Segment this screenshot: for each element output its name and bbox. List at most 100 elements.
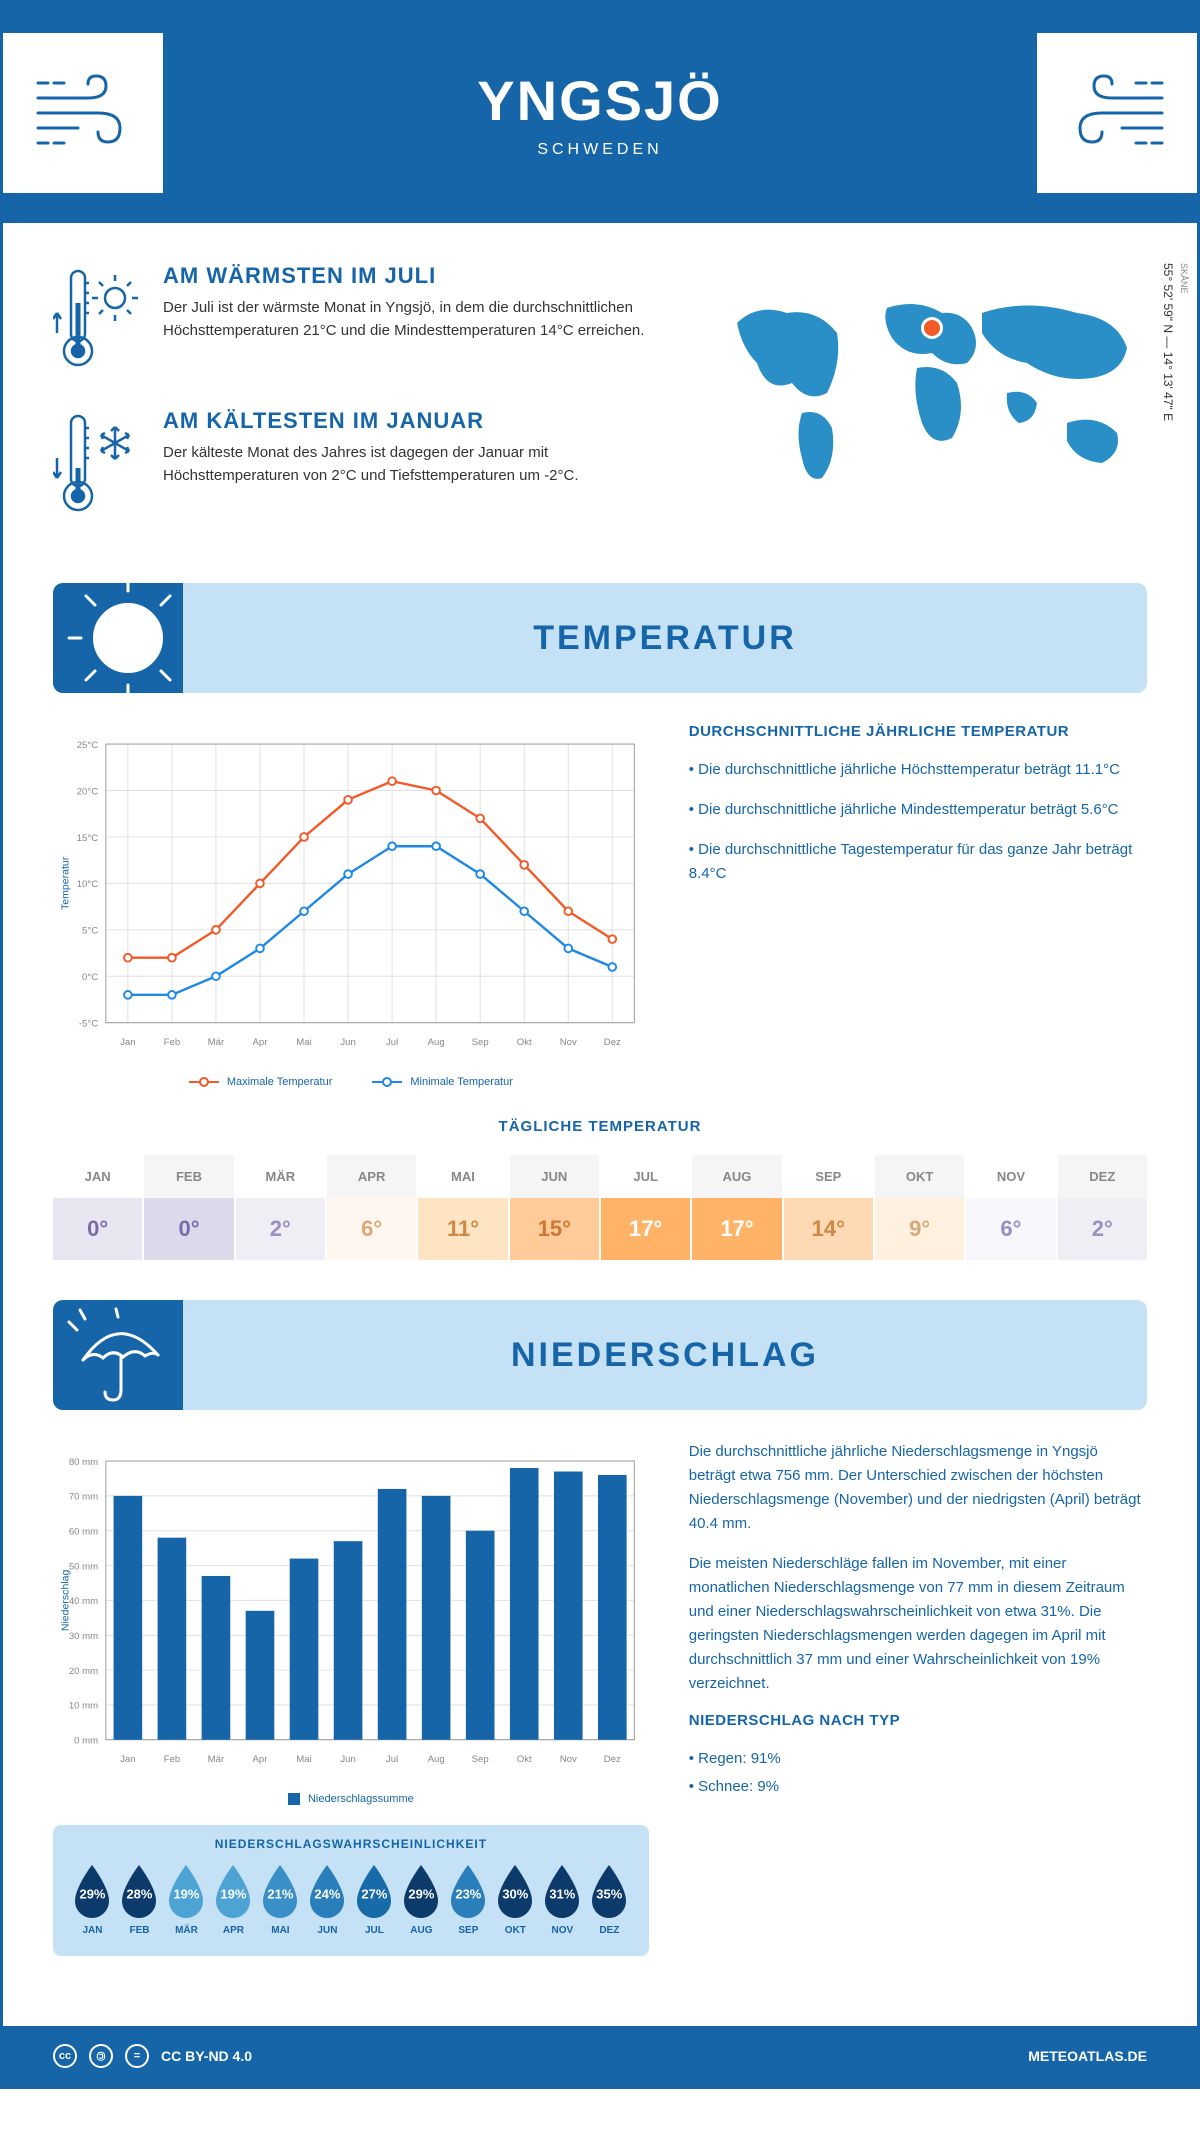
drop-item: 19% MÄR bbox=[163, 1863, 210, 1936]
svg-text:Feb: Feb bbox=[164, 1037, 181, 1048]
drop-item: 29% JAN bbox=[69, 1863, 116, 1936]
drop-item: 28% FEB bbox=[116, 1863, 163, 1936]
svg-text:15°C: 15°C bbox=[77, 833, 99, 844]
drop-item: 23% SEP bbox=[445, 1863, 492, 1936]
drop-item: 30% OKT bbox=[492, 1863, 539, 1936]
svg-text:Mai: Mai bbox=[296, 1754, 311, 1765]
svg-text:0°C: 0°C bbox=[82, 972, 98, 983]
svg-text:5°C: 5°C bbox=[82, 926, 98, 937]
svg-text:Temperatur: Temperatur bbox=[59, 856, 71, 910]
temperature-heading: TEMPERATUR bbox=[183, 619, 1147, 658]
svg-text:Sep: Sep bbox=[472, 1754, 489, 1765]
svg-text:Mai: Mai bbox=[296, 1037, 311, 1048]
coldest-fact: AM KÄLTESTEN IM JANUAR Der kälteste Mona… bbox=[53, 408, 667, 523]
header: YNGSJÖ SCHWEDEN bbox=[3, 3, 1197, 223]
summary-row: AM WÄRMSTEN IM JULI Der Juli ist der wär… bbox=[53, 263, 1147, 553]
precipitation-heading: NIEDERSCHLAG bbox=[183, 1336, 1147, 1375]
svg-text:Jan: Jan bbox=[120, 1037, 135, 1048]
precipitation-stats: Die durchschnittliche jährliche Niedersc… bbox=[689, 1440, 1147, 1956]
svg-text:Dez: Dez bbox=[604, 1037, 621, 1048]
warmest-fact: AM WÄRMSTEN IM JULI Der Juli ist der wär… bbox=[53, 263, 667, 378]
daily-cell: APR 6° bbox=[327, 1155, 416, 1260]
avg-daily: • Die durchschnittliche Tagestemperatur … bbox=[689, 838, 1147, 886]
location-title: YNGSJÖ bbox=[163, 68, 1037, 133]
daily-cell: MÄR 2° bbox=[236, 1155, 325, 1260]
daily-cell: SEP 14° bbox=[784, 1155, 873, 1260]
legend-min: Minimale Temperatur bbox=[410, 1076, 513, 1088]
svg-text:10°C: 10°C bbox=[77, 879, 99, 890]
svg-text:30 mm: 30 mm bbox=[69, 1631, 98, 1642]
daily-cell: OKT 9° bbox=[875, 1155, 964, 1260]
sun-icon bbox=[53, 583, 183, 693]
svg-text:Mär: Mär bbox=[208, 1754, 225, 1765]
svg-text:Feb: Feb bbox=[164, 1754, 181, 1765]
country-subtitle: SCHWEDEN bbox=[163, 141, 1037, 159]
footer: cc 🄯 = CC BY-ND 4.0 METEOATLAS.DE bbox=[3, 2026, 1197, 2086]
temperature-banner: TEMPERATUR bbox=[53, 583, 1147, 693]
daily-cell: MAI 11° bbox=[418, 1155, 507, 1260]
svg-text:Apr: Apr bbox=[253, 1754, 269, 1765]
daily-cell: JAN 0° bbox=[53, 1155, 142, 1260]
svg-text:Jun: Jun bbox=[340, 1754, 355, 1765]
daily-cell: DEZ 2° bbox=[1058, 1155, 1147, 1260]
legend-max: Maximale Temperatur bbox=[227, 1076, 333, 1088]
svg-text:Jul: Jul bbox=[386, 1037, 398, 1048]
svg-text:Apr: Apr bbox=[253, 1037, 269, 1048]
thermometer-sun-icon bbox=[53, 263, 143, 378]
precip-prob-title: NIEDERSCHLAGSWAHRSCHEINLICHKEIT bbox=[69, 1837, 633, 1851]
world-map: SKÅNE 55° 52' 59" N — 14° 13' 47" E bbox=[707, 263, 1147, 553]
svg-text:Mär: Mär bbox=[208, 1037, 225, 1048]
drop-item: 27% JUL bbox=[351, 1863, 398, 1936]
svg-text:10 mm: 10 mm bbox=[69, 1701, 98, 1712]
daily-cell: JUL 17° bbox=[601, 1155, 690, 1260]
cc-icon: cc bbox=[53, 2044, 77, 2068]
precipitation-banner: NIEDERSCHLAG bbox=[53, 1300, 1147, 1410]
drop-item: 21% MAI bbox=[257, 1863, 304, 1936]
drop-item: 35% DEZ bbox=[586, 1863, 633, 1936]
coldest-text: Der kälteste Monat des Jahres ist dagege… bbox=[163, 442, 667, 487]
svg-text:Jul: Jul bbox=[386, 1754, 398, 1765]
svg-text:Okt: Okt bbox=[517, 1037, 532, 1048]
license-text: CC BY-ND 4.0 bbox=[161, 2048, 252, 2064]
by-icon: 🄯 bbox=[89, 2044, 113, 2068]
svg-text:-5°C: -5°C bbox=[79, 1019, 98, 1030]
svg-text:20 mm: 20 mm bbox=[69, 1666, 98, 1677]
svg-text:Sep: Sep bbox=[472, 1037, 489, 1048]
legend-precip: Niederschlagssumme bbox=[308, 1793, 414, 1805]
wind-icon-left bbox=[3, 33, 163, 193]
daily-cell: FEB 0° bbox=[144, 1155, 233, 1260]
precip-p1: Die durchschnittliche jährliche Niedersc… bbox=[689, 1440, 1147, 1536]
svg-text:0 mm: 0 mm bbox=[74, 1736, 98, 1747]
svg-text:25°C: 25°C bbox=[77, 740, 99, 751]
precipitation-chart: 0 mm10 mm20 mm30 mm40 mm50 mm60 mm70 mm8… bbox=[53, 1440, 649, 1956]
nd-icon: = bbox=[125, 2044, 149, 2068]
avg-high: • Die durchschnittliche jährliche Höchst… bbox=[689, 758, 1147, 782]
daily-cell: JUN 15° bbox=[510, 1155, 599, 1260]
drop-item: 31% NOV bbox=[539, 1863, 586, 1936]
precip-rain: • Regen: 91% bbox=[689, 1747, 1147, 1771]
daily-cell: AUG 17° bbox=[692, 1155, 781, 1260]
daily-temp-grid: JAN 0° FEB 0° MÄR 2° APR 6° MAI 11° JUN … bbox=[53, 1155, 1147, 1260]
precip-p2: Die meisten Niederschläge fallen im Nove… bbox=[689, 1552, 1147, 1696]
temperature-chart: -5°C0°C5°C10°C15°C20°C25°CJanFebMärAprMa… bbox=[53, 723, 649, 1088]
wind-icon-right bbox=[1037, 33, 1197, 193]
svg-text:70 mm: 70 mm bbox=[69, 1492, 98, 1503]
avg-low: • Die durchschnittliche jährliche Mindes… bbox=[689, 798, 1147, 822]
svg-text:Okt: Okt bbox=[517, 1754, 532, 1765]
avg-temp-title: DURCHSCHNITTLICHE JÄHRLICHE TEMPERATUR bbox=[689, 723, 1147, 740]
warmest-text: Der Juli ist der wärmste Monat in Yngsjö… bbox=[163, 297, 667, 342]
infographic-container: YNGSJÖ SCHWEDEN bbox=[0, 0, 1200, 2089]
daily-cell: NOV 6° bbox=[966, 1155, 1055, 1260]
drop-item: 29% AUG bbox=[398, 1863, 445, 1936]
precip-type-title: NIEDERSCHLAG NACH TYP bbox=[689, 1712, 1147, 1729]
svg-text:Jun: Jun bbox=[340, 1037, 355, 1048]
region-label: SKÅNE bbox=[1179, 263, 1189, 294]
svg-text:Jan: Jan bbox=[120, 1754, 135, 1765]
svg-text:60 mm: 60 mm bbox=[69, 1527, 98, 1538]
coldest-title: AM KÄLTESTEN IM JANUAR bbox=[163, 408, 667, 434]
svg-text:50 mm: 50 mm bbox=[69, 1561, 98, 1572]
svg-text:Nov: Nov bbox=[560, 1754, 577, 1765]
umbrella-icon bbox=[53, 1300, 183, 1410]
drop-item: 24% JUN bbox=[304, 1863, 351, 1936]
site-name: METEOATLAS.DE bbox=[1028, 2048, 1147, 2064]
